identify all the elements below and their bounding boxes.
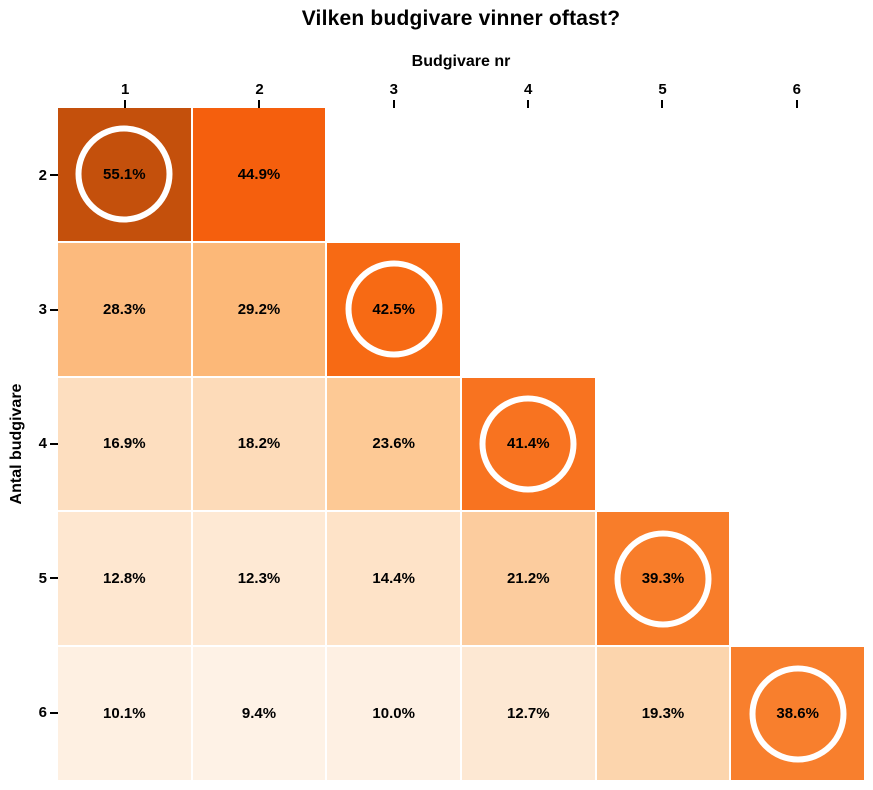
heatmap-cell-empty [597, 378, 730, 511]
heatmap-cell-empty [731, 243, 864, 376]
y-tick-label: 4 [38, 435, 47, 453]
heatmap-cell: 12.7% [462, 647, 595, 780]
x-tick: 4 [461, 74, 595, 108]
x-tick: 2 [192, 74, 326, 108]
y-tick: 5 [24, 511, 58, 645]
cell-value-label: 38.6% [776, 705, 819, 723]
heatmap-cell-empty [597, 108, 730, 241]
cell-value-label: 42.5% [372, 300, 415, 318]
page-title: Vilken budgivare vinner oftast? [301, 7, 621, 30]
heatmap-cell: 41.4% [462, 377, 595, 511]
heatmap-cell: 28.3% [58, 242, 191, 376]
cell-value-label: 10.0% [372, 705, 415, 723]
heatmap-cell: 16.9% [58, 377, 191, 511]
x-tick-label: 5 [658, 81, 667, 98]
heatmap-cell: 10.0% [327, 647, 460, 780]
x-tick-label: 6 [792, 81, 801, 98]
x-tick: 6 [730, 74, 864, 108]
cell-value-label: 12.8% [103, 570, 146, 588]
row-max-circle-marker [75, 125, 173, 223]
y-tick-mark [50, 711, 58, 714]
y-tick: 6 [24, 646, 58, 780]
heatmap-cell: 18.2% [192, 377, 326, 511]
heatmap-cell-empty [731, 108, 864, 241]
cell-value-label: 16.9% [103, 435, 146, 453]
heatmap-cell: 29.2% [192, 242, 326, 376]
y-tick: 3 [24, 242, 58, 376]
cell-value-label: 29.2% [237, 300, 281, 318]
x-tick-mark [392, 100, 395, 108]
cell-value-label: 14.4% [372, 570, 415, 588]
row-max-circle-marker [345, 260, 443, 358]
heatmap-grid: 55.1% 44.9% 28.3% 29.2% 42.5% 16.9% 18.2% 23.6%… [58, 108, 864, 780]
heatmap-cell: 44.9% [192, 108, 326, 241]
x-tick-label: 3 [389, 81, 398, 98]
heatmap-cell: 12.8% [58, 512, 191, 646]
y-tick-mark [50, 442, 58, 445]
heatmap-cell-empty [462, 108, 595, 241]
y-tick: 2 [24, 108, 58, 242]
x-tick-label: 4 [523, 81, 533, 98]
x-tick-mark [258, 100, 261, 108]
cell-value-label: 28.3% [103, 300, 146, 318]
y-tick-label: 3 [38, 301, 47, 319]
x-tick-mark [661, 100, 664, 108]
heatmap-cell: 14.4% [327, 512, 460, 646]
cell-value-label: 12.7% [507, 705, 550, 723]
y-tick-mark [50, 577, 58, 580]
cell-value-label: 41.4% [507, 435, 550, 453]
cell-value-label: 44.9% [237, 165, 281, 183]
y-tick-label: 6 [38, 704, 47, 722]
x-tick: 3 [327, 74, 461, 108]
heatmap-cell: 23.6% [327, 377, 460, 511]
x-tick-label: 2 [255, 81, 264, 98]
heatmap-cell-empty [462, 243, 595, 376]
row-max-circle-marker [749, 665, 847, 763]
cell-value-label: 9.4% [241, 705, 277, 723]
x-tick-mark [527, 100, 530, 108]
x-tick-mark [124, 100, 127, 108]
y-tick-mark [50, 308, 58, 311]
y-tick-mark [50, 174, 58, 177]
cell-value-label: 19.3% [641, 705, 685, 723]
heatmap-cell: 38.6% [731, 647, 864, 780]
cell-value-label: 18.2% [237, 435, 281, 453]
cell-value-label: 21.2% [507, 570, 550, 588]
heatmap-cell: 19.3% [596, 647, 730, 780]
y-tick-label: 2 [38, 166, 47, 184]
x-tick-mark [795, 100, 798, 108]
x-tick: 5 [595, 74, 729, 108]
heatmap-cell: 10.1% [58, 647, 191, 780]
y-tick: 4 [24, 377, 58, 511]
y-tick-label: 5 [38, 569, 47, 587]
heatmap-cell-empty [731, 378, 864, 511]
heatmap-cell: 42.5% [327, 242, 460, 376]
heatmap-cell-empty [327, 108, 460, 241]
cell-value-label: 12.3% [237, 570, 281, 588]
x-axis-ticks: 1 2 3 4 5 6 [58, 74, 864, 108]
cell-value-label: 23.6% [372, 435, 415, 453]
heatmap-cell: 12.3% [192, 512, 326, 646]
x-axis-title: Budgivare nr [411, 53, 511, 70]
row-max-circle-marker [614, 530, 712, 628]
heatmap-cell-empty [731, 512, 864, 645]
x-tick: 1 [58, 74, 192, 108]
y-axis-ticks: 2 3 4 5 6 [24, 108, 58, 780]
heatmap-cell: 21.2% [462, 512, 595, 646]
x-tick-label: 1 [120, 81, 130, 98]
heatmap-cell: 9.4% [192, 647, 326, 780]
cell-value-label: 39.3% [641, 570, 685, 588]
heatmap-cell: 55.1% [58, 108, 191, 241]
cell-value-label: 10.1% [103, 705, 146, 723]
cell-value-label: 55.1% [103, 165, 146, 183]
heatmap-cell: 39.3% [596, 512, 730, 646]
row-max-circle-marker [479, 395, 577, 493]
heatmap-cell-empty [597, 243, 730, 376]
